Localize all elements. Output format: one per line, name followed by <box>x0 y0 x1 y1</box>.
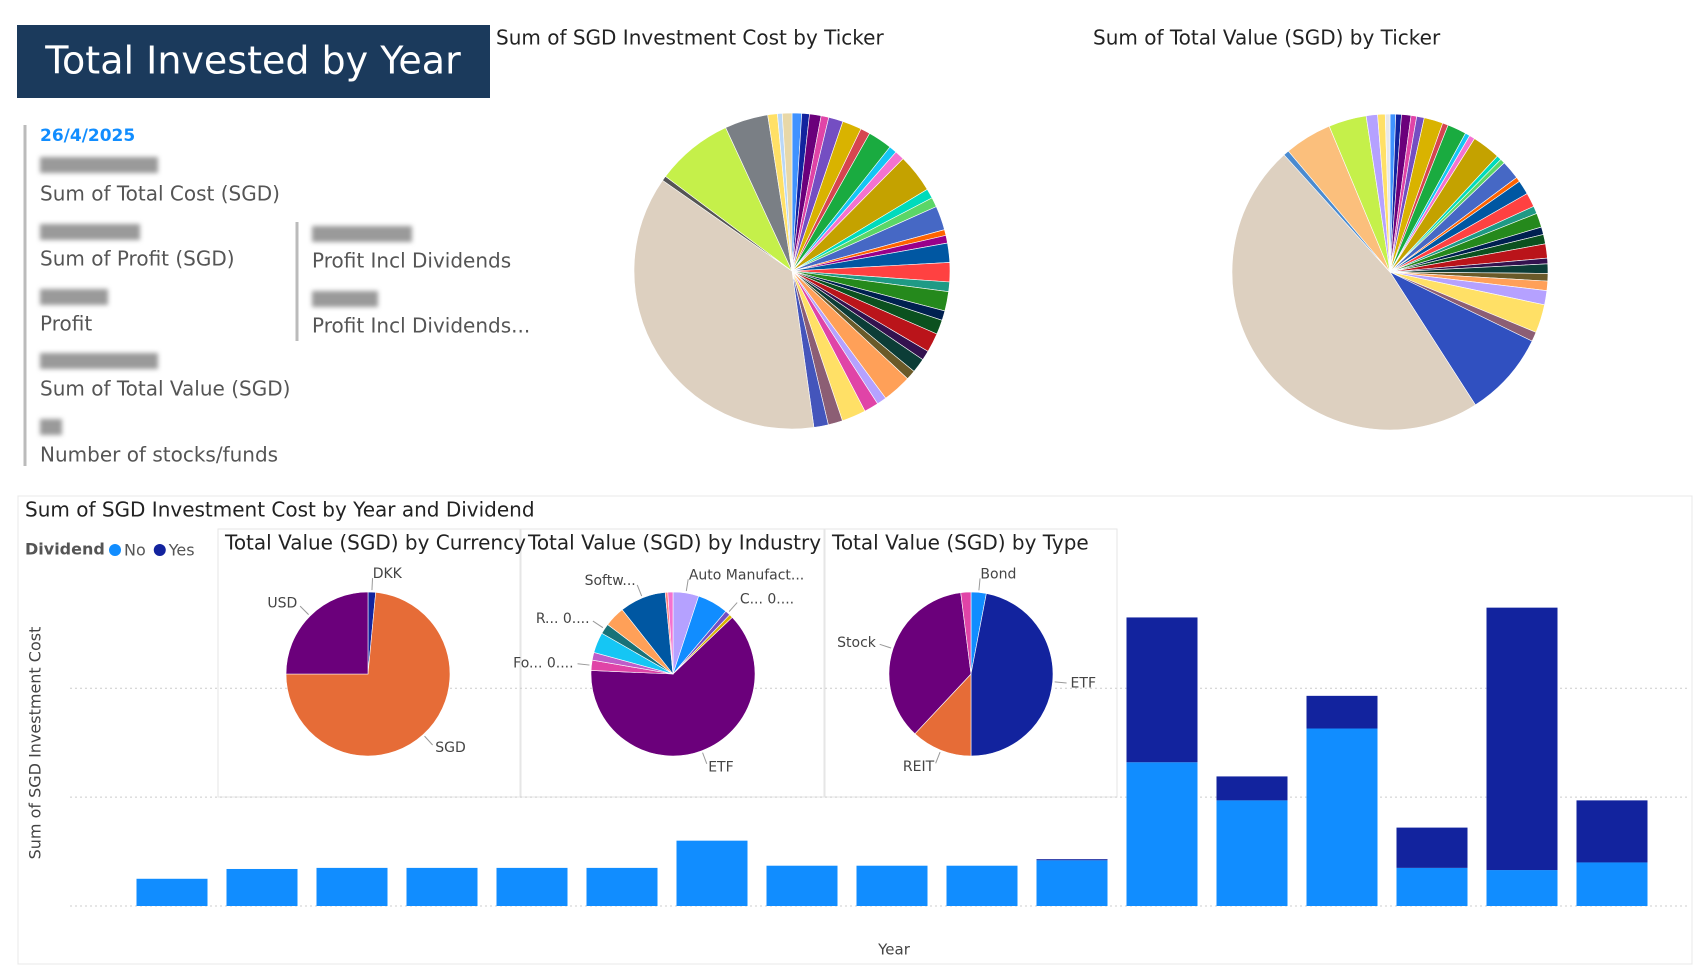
slice-label: Auto Manufact... <box>689 567 804 583</box>
slice-label: ETF <box>708 760 733 776</box>
pie-slice <box>633 179 815 430</box>
chart-title: Total Value (SGD) by Type <box>831 531 1089 555</box>
legend-label: No <box>124 541 146 560</box>
slice-label: USD <box>267 595 297 611</box>
kpi-label: Profit Incl Dividends... <box>312 314 530 338</box>
kpi-label: Number of stocks/funds <box>40 443 278 467</box>
leader-line <box>1054 681 1067 684</box>
bar-segment <box>586 867 658 906</box>
bar-segment <box>1126 762 1198 906</box>
pie-slice <box>914 673 972 757</box>
leader-line <box>636 584 643 597</box>
leader-line <box>592 620 604 629</box>
pie-slice <box>781 112 793 272</box>
pie-slice <box>1384 113 1391 273</box>
blurred-value <box>40 157 158 173</box>
title-box <box>17 25 490 98</box>
bar-segment <box>1306 695 1378 729</box>
bar-segment <box>1486 607 1558 871</box>
bar-segment <box>1036 859 1108 861</box>
blurred-value <box>40 289 108 305</box>
bar-segment <box>676 840 748 906</box>
bar-segment <box>946 865 1018 906</box>
bar-segment <box>1306 728 1378 906</box>
leader-line <box>935 751 941 764</box>
chart-title: Sum of SGD Investment Cost by Year and D… <box>25 498 535 522</box>
leader-line <box>978 578 981 591</box>
bar-segment <box>1036 860 1108 906</box>
pie-slice <box>970 593 1054 757</box>
bar-segment <box>406 867 478 906</box>
slice-label: ETF <box>1071 675 1096 691</box>
blurred-value <box>40 419 62 435</box>
pie-slice <box>285 591 369 675</box>
slice-label: R... 0.... <box>536 611 590 627</box>
slice-label: DKK <box>373 566 403 582</box>
kpi-label: Sum of Profit (SGD) <box>40 247 235 271</box>
bar-segment <box>226 868 298 906</box>
bar-segment <box>1396 867 1468 906</box>
leader-line <box>702 752 708 765</box>
blurred-value <box>312 291 378 307</box>
pie-slice <box>888 592 972 735</box>
pie-slice <box>1389 271 1533 406</box>
leader-line <box>685 579 689 592</box>
slice-label: Bond <box>980 566 1016 582</box>
legend-label: Yes <box>168 541 195 560</box>
pie-slice <box>1231 154 1476 431</box>
slice-label: SGD <box>435 740 466 756</box>
kpi-label: Sum of Total Cost (SGD) <box>40 182 280 206</box>
bar-segment <box>136 878 208 906</box>
legend-title: Dividend <box>25 540 105 559</box>
kpi-label: Profit Incl Dividends <box>312 249 511 273</box>
chart-title: Total Value (SGD) by Currency <box>224 531 526 555</box>
dashboard-title: Total Invested by Year <box>44 39 461 83</box>
y-axis-label: Sum of SGD Investment Cost <box>26 627 45 860</box>
leader-line <box>577 663 590 666</box>
chart-title: Sum of SGD Investment Cost by Ticker <box>496 26 884 50</box>
bar-segment <box>496 867 568 906</box>
leader-line <box>299 605 309 615</box>
chart-title: Total Value (SGD) by Industry <box>527 531 821 555</box>
leader-line <box>879 643 892 649</box>
legend-swatch <box>109 544 121 556</box>
x-axis-label: Year <box>877 941 911 959</box>
slice-label: Stock <box>837 635 877 651</box>
kpi-date: 26/4/2025 <box>40 126 135 146</box>
blurred-value <box>40 224 140 240</box>
bar-segment <box>766 865 838 906</box>
leader-line <box>424 735 433 746</box>
bar-segment <box>1486 870 1558 906</box>
legend-swatch <box>153 544 166 556</box>
bar-segment <box>316 867 388 906</box>
slice-label: Fo... 0.... <box>513 655 573 671</box>
pie-slice <box>960 591 972 675</box>
leader-line <box>728 602 738 612</box>
bar-segment <box>1216 776 1288 801</box>
blurred-value <box>40 353 158 369</box>
kpi-label: Sum of Total Value (SGD) <box>40 377 290 401</box>
pie-slice <box>667 591 674 675</box>
chart-title: Sum of Total Value (SGD) by Ticker <box>1093 26 1441 50</box>
bar-segment <box>1216 800 1288 906</box>
slice-label: C... 0.... <box>740 592 794 608</box>
bar-segment <box>1126 617 1198 763</box>
bar-panel <box>17 495 1693 965</box>
bar-segment <box>1396 827 1468 868</box>
bar-segment <box>856 865 928 906</box>
kpi-label: Profit <box>40 312 92 336</box>
bar-segment <box>1576 862 1648 906</box>
slice-label: Softw... <box>585 573 636 589</box>
slice-label: REIT <box>903 759 935 775</box>
leader-line <box>371 578 374 591</box>
pie-slice <box>590 616 756 757</box>
blurred-value <box>312 226 412 242</box>
bar-segment <box>1576 800 1648 863</box>
